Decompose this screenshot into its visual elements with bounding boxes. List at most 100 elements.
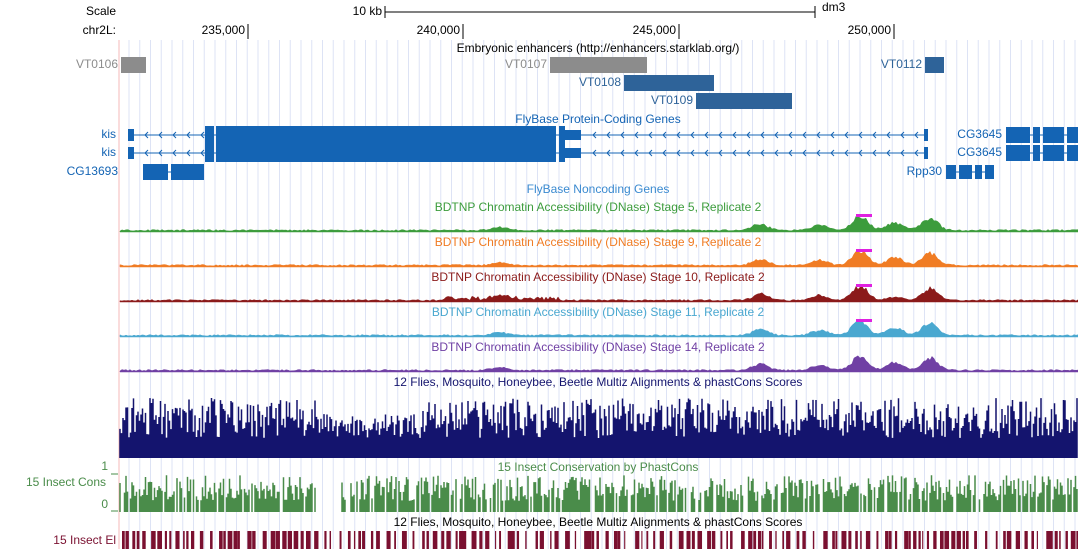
element-block	[362, 531, 366, 549]
axis-label: 0	[101, 497, 108, 511]
element-block	[913, 531, 917, 549]
element-block	[565, 531, 570, 549]
element-block	[227, 531, 233, 549]
element-block	[1003, 531, 1006, 549]
gene-exon	[1067, 127, 1078, 143]
gene-exon	[1006, 127, 1030, 143]
element-block	[125, 531, 129, 549]
signal-area	[119, 250, 1078, 268]
element-block	[1070, 531, 1076, 549]
element-block	[641, 531, 643, 549]
element-block	[605, 531, 609, 549]
element-block	[535, 531, 538, 549]
signal-area	[119, 318, 1078, 338]
element-block	[1036, 531, 1038, 549]
element-block	[370, 531, 374, 549]
enhancer-label: VT0106	[76, 57, 118, 71]
strand-chevron	[900, 131, 905, 139]
element-block	[499, 531, 502, 549]
element-block	[426, 531, 429, 549]
element-block	[169, 531, 172, 549]
element-block	[965, 531, 969, 549]
element-block	[175, 531, 180, 549]
strand-chevron	[816, 149, 821, 157]
element-block	[1006, 531, 1012, 549]
strand-chevron	[648, 149, 653, 157]
gene-exon	[1006, 145, 1030, 161]
element-block	[904, 531, 909, 549]
strand-chevron	[704, 149, 709, 157]
element-block	[678, 531, 684, 549]
element-block	[1015, 531, 1021, 549]
strand-chevron	[858, 131, 863, 139]
signal-clip	[856, 214, 872, 217]
element-block	[876, 531, 879, 549]
gene-exon	[128, 147, 134, 159]
conservation-bars	[119, 398, 1078, 458]
element-block	[412, 531, 415, 549]
scale-bar	[384, 6, 816, 18]
gene-exon	[959, 165, 972, 179]
element-block	[314, 531, 319, 549]
element-block	[142, 531, 146, 549]
gene-label: kis	[101, 145, 116, 159]
element-block	[848, 531, 852, 549]
element-block	[802, 531, 806, 549]
element-block	[646, 531, 649, 549]
element-block	[462, 531, 467, 549]
element-block	[293, 531, 299, 549]
element-block	[186, 531, 189, 549]
element-block	[956, 531, 961, 549]
gene-exon	[946, 165, 956, 179]
element-block	[835, 531, 838, 549]
strand-chevron	[144, 131, 149, 139]
element-block	[386, 531, 391, 549]
element-block	[471, 531, 477, 549]
gene-exon	[975, 165, 982, 179]
track-title: 12 Flies, Mosquito, Honeybee, Beetle Mul…	[394, 515, 803, 529]
strand-chevron	[760, 149, 765, 157]
strand-chevron	[774, 149, 779, 157]
scale-bar-label: 10 kb	[353, 4, 383, 18]
element-block	[516, 531, 520, 549]
element-block	[613, 531, 618, 549]
element-block	[183, 531, 185, 549]
enhancer-item	[550, 57, 647, 73]
element-block	[653, 531, 656, 549]
signal-area	[119, 355, 1078, 373]
strand-chevron	[872, 131, 877, 139]
gene-exon	[143, 164, 168, 180]
strand-chevron	[788, 131, 793, 139]
strand-chevron	[662, 149, 667, 157]
element-block	[329, 531, 332, 549]
gene-exon	[924, 147, 928, 159]
gene-exon	[559, 144, 565, 162]
strand-chevron	[606, 149, 611, 157]
element-block	[574, 531, 577, 549]
element-block	[832, 531, 835, 549]
element-block	[485, 531, 490, 549]
strand-chevron	[886, 149, 891, 157]
element-block	[741, 531, 745, 549]
element-block	[782, 531, 784, 549]
strand-chevron	[592, 149, 597, 157]
strand-chevron	[690, 131, 695, 139]
enhancer-label: VT0107	[505, 57, 547, 71]
element-block	[697, 531, 703, 549]
element-block	[775, 531, 777, 549]
element-block	[347, 531, 351, 549]
element-block	[730, 531, 733, 549]
element-block	[422, 531, 425, 549]
element-block	[587, 531, 592, 549]
element-block	[287, 531, 293, 549]
element-block	[1049, 531, 1053, 549]
element-block	[753, 531, 757, 549]
element-block	[951, 531, 956, 549]
element-block	[525, 531, 527, 549]
element-block	[908, 531, 911, 549]
element-block	[305, 531, 311, 549]
axis-label: 1	[101, 459, 108, 473]
element-block	[888, 531, 892, 549]
element-block	[860, 531, 862, 549]
element-block	[219, 531, 223, 549]
